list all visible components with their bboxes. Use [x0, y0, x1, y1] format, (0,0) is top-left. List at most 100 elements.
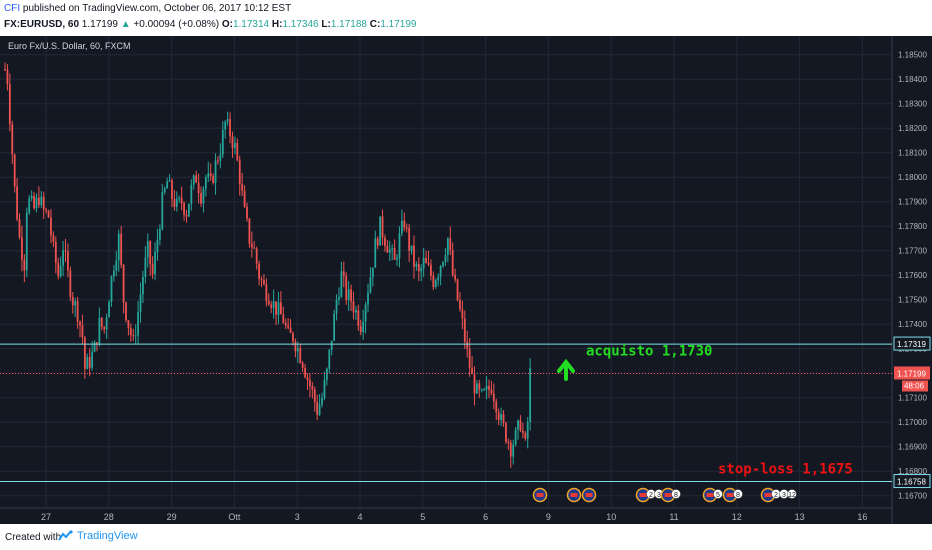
candle-body	[461, 309, 464, 319]
candle-body	[74, 301, 77, 306]
candle-body	[197, 182, 200, 194]
chart-area[interactable]: 1.18500 1.18400 1.18300 1.18200 1.18100 1.180…	[0, 36, 932, 524]
candle-body	[253, 247, 256, 249]
event-flag-stripe	[764, 493, 772, 497]
candle-body	[219, 154, 222, 161]
candle-body	[52, 235, 55, 242]
event-count-label: 3	[782, 492, 786, 499]
x-tick-label: 28	[104, 512, 114, 522]
candle-body	[142, 276, 144, 295]
candle-body	[519, 420, 522, 431]
y-tick-label: 1.18100	[898, 149, 927, 158]
candle-body	[79, 321, 81, 326]
candle-body	[40, 196, 43, 206]
candle-body	[454, 275, 457, 280]
event-count-label: 2	[774, 492, 778, 499]
candle-body	[350, 289, 352, 302]
candle-body	[340, 271, 343, 297]
candle-body	[512, 444, 515, 457]
tradingview-brand[interactable]: TradingView	[58, 530, 138, 542]
event-count-label: 2	[649, 492, 653, 499]
candle-body	[386, 245, 389, 253]
y-tick-label: 1.17900	[898, 198, 927, 207]
candle-body	[357, 310, 360, 327]
candle-body	[156, 239, 159, 252]
candle-body	[161, 192, 164, 229]
publish-info: CFI published on TradingView.com, Octobe…	[4, 3, 291, 14]
candle-body	[50, 217, 52, 236]
candle-body	[54, 241, 57, 264]
candle-body	[86, 356, 89, 369]
event-count-label: 3	[657, 492, 661, 499]
candle-body	[275, 301, 277, 315]
candle-body	[81, 325, 84, 338]
candle-body	[507, 441, 510, 443]
candle-body	[248, 218, 251, 244]
candle-body	[284, 323, 287, 326]
y-tick-label: 1.18400	[898, 75, 927, 84]
x-tick-label: 13	[795, 512, 805, 522]
y-tick-label: 1.17700	[898, 247, 927, 256]
candle-body	[120, 233, 123, 265]
candle-body	[185, 214, 188, 217]
candle-body	[323, 379, 326, 398]
candle-body	[488, 386, 490, 390]
candle-body	[502, 414, 505, 424]
event-count-badge	[733, 489, 743, 499]
countdown-label: 48:06	[904, 381, 925, 390]
candle-body	[18, 219, 21, 238]
candle-body	[42, 196, 45, 210]
candle-body	[393, 248, 396, 260]
candle-body	[270, 304, 273, 308]
candle-body	[175, 198, 178, 207]
candle-body	[168, 180, 171, 182]
x-tick-label: 16	[857, 512, 867, 522]
stop-loss-annotation: stop-loss 1,1675	[718, 461, 853, 477]
candlestick-chart[interactable]: 1.18500 1.18400 1.18300 1.18200 1.18100 1.180…	[0, 36, 932, 524]
candle-body	[362, 321, 365, 333]
y-tick-label: 1.17500	[898, 296, 927, 305]
candle-body	[342, 271, 345, 276]
y-tick-label: 1.17600	[898, 271, 927, 280]
candle-body	[76, 301, 79, 322]
candle-body	[289, 327, 292, 333]
candle-body	[345, 275, 348, 301]
event-flag-stripe	[664, 493, 672, 497]
candle-body	[466, 341, 469, 349]
candle-body	[229, 119, 231, 137]
close-value: 1.17199	[380, 19, 417, 30]
x-tick-label: 5	[420, 512, 425, 522]
candle-body	[430, 264, 432, 276]
countdown-box	[902, 380, 928, 392]
price-label-box	[893, 474, 931, 489]
candle-body	[149, 241, 152, 265]
price-label-box	[893, 336, 931, 351]
y-tick-label: 1.16700	[898, 492, 927, 501]
candle-body	[427, 262, 430, 265]
candle-body	[166, 181, 169, 189]
candle-body	[330, 340, 333, 350]
candle-body	[306, 377, 309, 380]
candle-body	[190, 184, 193, 204]
candle-body	[449, 238, 452, 251]
candle-body	[376, 238, 379, 246]
candle-body	[505, 423, 507, 442]
candle-body	[381, 216, 384, 238]
x-tick-label: 12	[732, 512, 742, 522]
candle-body	[405, 227, 408, 229]
change-value: +0.00094 (+0.08%)	[133, 19, 220, 30]
x-tick-label: 9	[546, 512, 551, 522]
candle-body	[209, 173, 212, 176]
candle-body	[110, 276, 113, 302]
candle-body	[25, 212, 28, 271]
candle-body	[480, 389, 483, 391]
candle-body	[267, 300, 270, 305]
candle-body	[98, 317, 101, 345]
author-link[interactable]: CFI	[4, 3, 21, 14]
candle-body	[294, 341, 297, 352]
x-tick-label: 27	[41, 512, 51, 522]
candle-body	[301, 362, 304, 368]
tradingview-logo-icon	[58, 530, 73, 541]
y-tick-label: 1.17000	[898, 418, 927, 427]
candle-body	[347, 289, 350, 301]
